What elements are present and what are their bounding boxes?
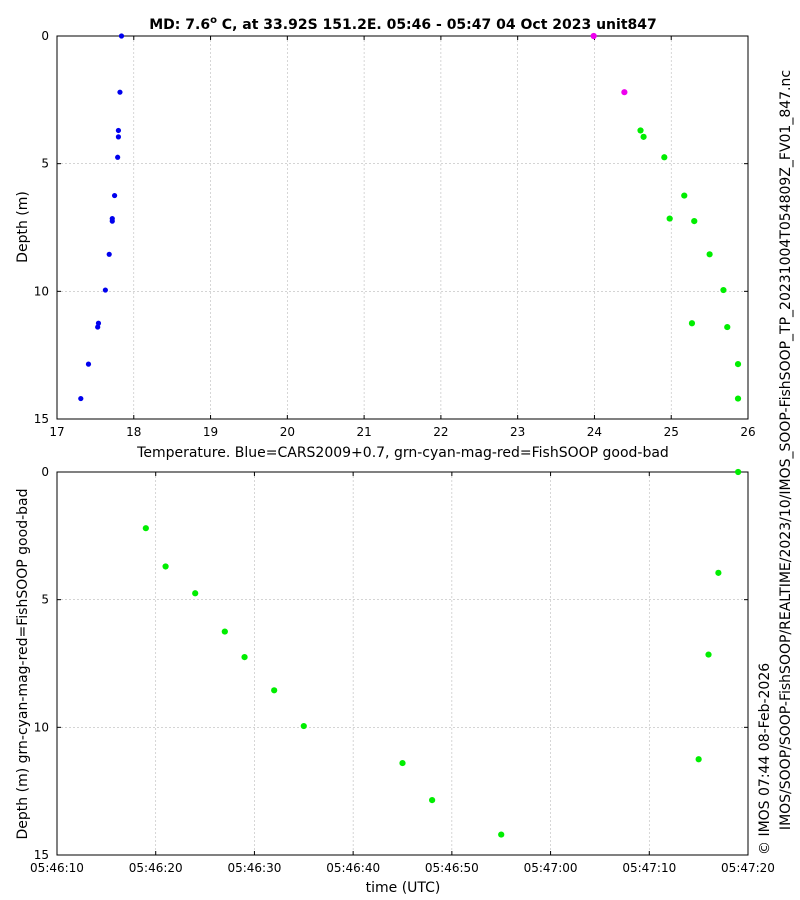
file-path-text: IMOS/SOOP/SOOP-FishSOOP/REALTIME/2023/10… [778,70,794,830]
bottom-points [142,468,742,838]
x-tick-label: 05:46:30 [227,861,281,875]
data-point [192,590,199,597]
temperature-profile-panel: 17 18 19 20 21 22 23 24 25 26 0 5 10 15 MD: 7.6o C, a… [15,15,756,461]
bottom-plot-frame [56,471,749,856]
y-tick-label: 5 [41,593,49,607]
data-point [705,651,712,658]
y-tick-label: 0 [41,465,49,479]
data-point [102,287,108,293]
data-point [111,192,118,199]
x-tick-label: 05:46:50 [425,861,479,875]
data-point [241,654,248,661]
x-tick-label: 24 [587,425,602,439]
data-point [115,134,122,140]
x-tick-label: 26 [740,425,755,439]
data-point [734,361,742,368]
data-point [118,33,125,39]
data-point [106,251,112,257]
data-point [142,525,149,532]
x-tick-label: 05:46:20 [129,861,183,875]
data-point [724,323,731,331]
data-point [115,127,122,134]
x-tick-label: 05:47:10 [622,861,676,875]
data-point [681,192,688,199]
data-point [666,215,673,222]
data-point [688,320,696,327]
data-point [640,133,647,140]
x-tick-label: 23 [510,425,525,439]
top-ticks: 17 18 19 20 21 22 23 24 25 26 0 5 10 15 [34,29,756,439]
data-point [734,395,742,402]
data-point [429,797,436,804]
data-point [720,286,727,294]
data-point [117,89,123,95]
data-point [590,32,597,40]
data-point [300,722,307,730]
y-tick-label: 15 [34,848,49,862]
data-point [498,831,505,838]
x-tick-label: 05:47:00 [524,861,578,875]
data-point [691,218,698,225]
data-point [706,251,713,258]
data-point [271,687,278,694]
y-tick-label: 5 [41,157,49,171]
data-point [109,218,115,224]
depth-time-panel: 05:46:10 05:46:20 05:46:30 05:46:40 05:46:50… [15,465,775,896]
x-tick-label: 21 [356,425,371,439]
data-point [78,395,84,402]
data-point [735,468,742,476]
x-tick-label: 22 [433,425,448,439]
top-points [78,32,742,402]
x-tick-label: 17 [49,425,64,439]
x-tick-label: 18 [126,425,141,439]
credit-text: © IMOS 07:44 08-Feb-2026 [757,663,773,855]
y-tick-label: 0 [41,29,49,43]
data-point [661,154,668,161]
data-point [162,563,169,570]
x-tick-label: 05:46:10 [30,861,84,875]
bottom-ticks: 05:46:10 05:46:20 05:46:30 05:46:40 05:46:50… [30,465,775,875]
y-tick-label: 15 [34,412,49,426]
y-tick-label: 10 [34,720,49,734]
top-grid [57,36,748,419]
bottom-x-axis-label: time (UTC) [366,880,441,896]
data-point [715,569,722,576]
top-title: MD: 7.6o C, at 33.92S 151.2E. 05:46 - 05… [149,15,657,33]
top-y-axis-label: Depth (m) [15,191,31,263]
data-point [637,127,644,134]
data-point [695,756,702,763]
y-tick-label: 10 [34,284,49,298]
top-x-axis-label: Temperature. Blue=CARS2009+0.7, grn-cyan… [136,445,669,461]
data-point [85,361,92,367]
data-point [621,89,628,96]
data-point [115,154,121,160]
x-tick-label: 05:46:40 [326,861,380,875]
top-plot-frame [56,35,749,420]
bottom-grid [57,472,748,855]
data-point [399,759,406,767]
x-tick-label: 20 [280,425,295,439]
x-tick-label: 25 [664,425,679,439]
data-point [221,628,228,635]
bottom-y-axis-label: Depth (m) grn-cyan-mag-red=FishSOOP good… [15,489,31,840]
data-point [95,324,101,330]
x-tick-label: 19 [203,425,218,439]
x-tick-label: 05:47:20 [721,861,775,875]
